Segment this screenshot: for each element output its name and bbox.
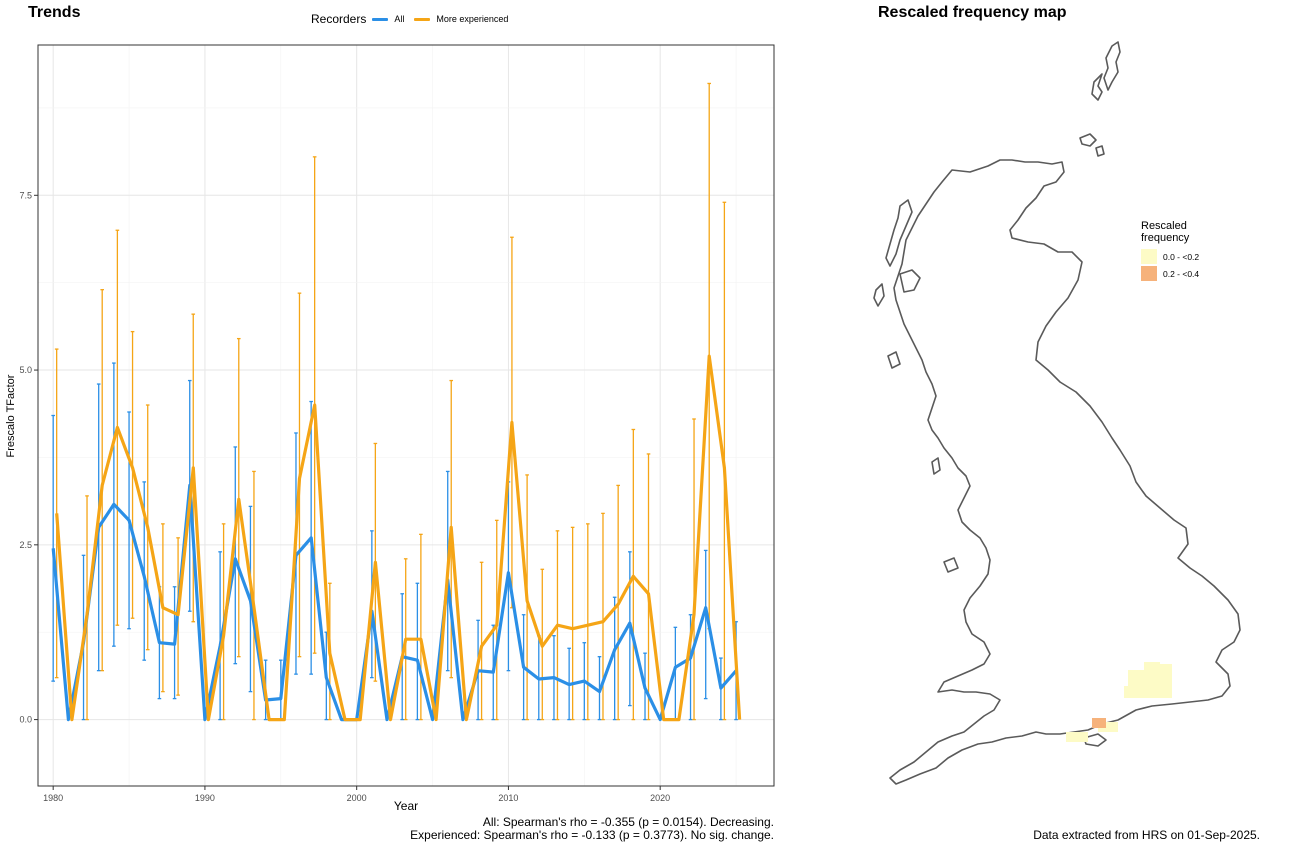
recorders-legend: Recorders All More experienced xyxy=(311,12,518,26)
plot-panel-border xyxy=(37,44,775,787)
map-legend-item-mid: 0.2 - <0.4 xyxy=(1141,265,1221,282)
data-extraction-note: Data extracted from HRS on 01-Sep-2025. xyxy=(1033,828,1260,842)
legend-swatch-experienced xyxy=(414,17,431,21)
map-legend-label-mid: 0.2 - <0.4 xyxy=(1163,268,1200,279)
trend-chart: 1980 1990 2000 2010 2020 0.0 2.5 5.0 7.5 Year Fr… xyxy=(5,44,775,813)
series-line-experienced xyxy=(55,354,742,722)
map-legend-item-low: 0.0 - <0.2 xyxy=(1141,248,1221,265)
statistics-caption: All: Spearman's rho = -0.355 (p = 0.0154… xyxy=(254,816,774,842)
series-line-all xyxy=(51,483,738,722)
freq-cell-mid-dorset xyxy=(1092,718,1106,728)
map-legend-swatch-low xyxy=(1141,249,1157,264)
y-axis-label: Frescalo TFactor xyxy=(5,374,17,457)
stats-experienced: Experienced: Spearman's rho = -0.133 (p … xyxy=(410,828,774,842)
anglesey-outline xyxy=(943,557,959,573)
y-tick-label: 5.0 xyxy=(19,365,32,375)
line-layer xyxy=(51,354,742,722)
isle-of-man-outline xyxy=(931,457,941,475)
map-title: Rescaled frequency map xyxy=(878,4,1067,21)
x-tick-label: 2010 xyxy=(498,793,518,803)
x-tick-label: 1980 xyxy=(43,793,63,803)
legend-swatch-all xyxy=(372,17,389,21)
x-tick-label: 2020 xyxy=(650,793,670,803)
freq-cell-low-dorset xyxy=(1066,732,1088,742)
freq-cell-low-dorset-2 xyxy=(1098,722,1118,732)
western-isles-outline xyxy=(873,199,913,307)
x-tick-label: 2000 xyxy=(347,793,367,803)
gb-mainland-outline xyxy=(889,159,1241,785)
map-legend-swatch-mid xyxy=(1141,266,1157,281)
coastline xyxy=(873,41,1241,785)
axis-layer: 1980 1990 2000 2010 2020 0.0 2.5 5.0 7.5 xyxy=(19,190,670,803)
x-tick-label: 1990 xyxy=(195,793,215,803)
frequency-cells xyxy=(1066,662,1172,742)
freq-cell-low-kent-2 xyxy=(1144,662,1160,686)
legend-title: Recorders xyxy=(311,12,367,26)
orkney-outline xyxy=(1079,133,1105,157)
shetland-outline xyxy=(1091,41,1121,101)
freq-cell-low-kent-4 xyxy=(1124,686,1172,698)
trends-title: Trends xyxy=(28,4,81,21)
map-legend: Rescaled frequency 0.0 - <0.2 0.2 - <0.4 xyxy=(1141,220,1221,282)
freq-cell-low-kent-3 xyxy=(1160,664,1172,692)
y-tick-label: 0.0 xyxy=(19,715,32,725)
map-legend-label-low: 0.0 - <0.2 xyxy=(1163,251,1200,262)
islay-outline xyxy=(887,351,901,369)
legend-label-experienced: More experienced xyxy=(436,14,509,24)
y-tick-label: 7.5 xyxy=(19,190,32,200)
gb-outline-map xyxy=(873,41,1241,785)
x-axis-label: Year xyxy=(394,799,418,813)
legend-item-experienced: More experienced xyxy=(414,14,508,24)
map-legend-title: Rescaled frequency xyxy=(1141,220,1190,244)
stats-all: All: Spearman's rho = -0.355 (p = 0.0154… xyxy=(482,815,774,829)
legend-label-all: All xyxy=(394,14,405,24)
freq-cell-low-kent xyxy=(1128,670,1144,686)
legend-item-all: All xyxy=(372,14,404,24)
isle-of-wight-outline xyxy=(1083,733,1107,747)
skye-outline xyxy=(899,269,921,293)
y-tick-label: 2.5 xyxy=(19,540,32,550)
